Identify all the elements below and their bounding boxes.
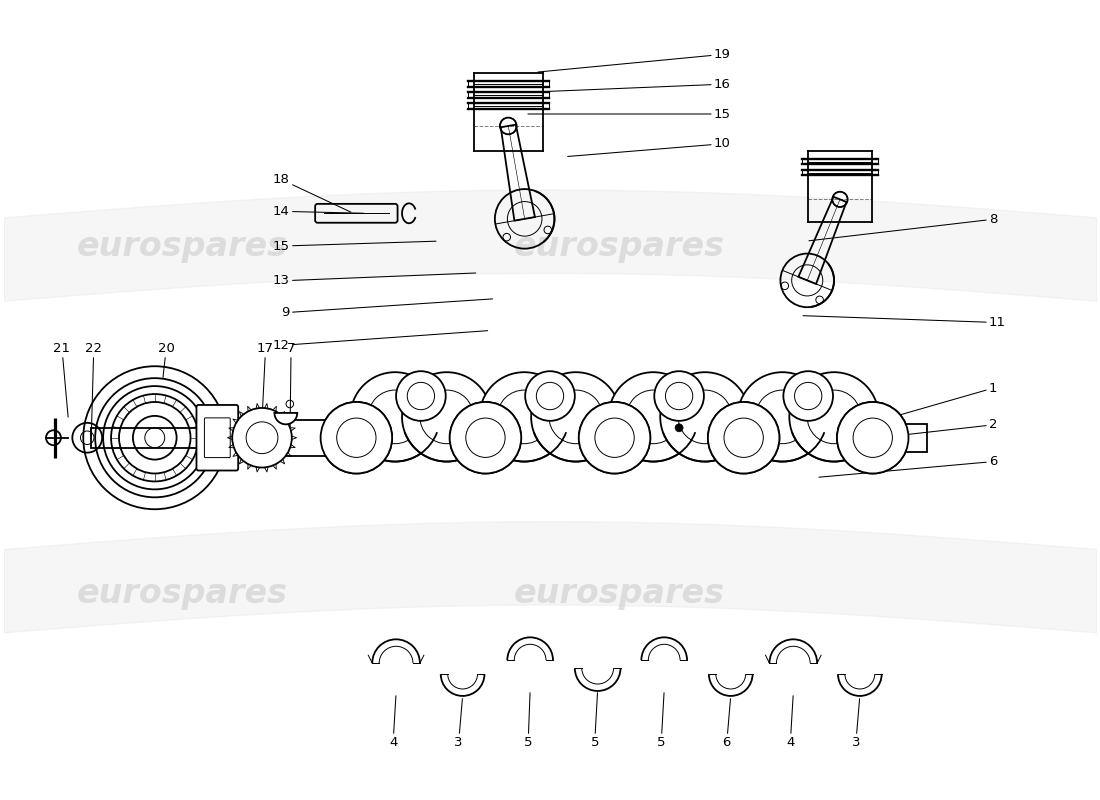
Text: eurospares: eurospares (514, 230, 725, 262)
FancyBboxPatch shape (91, 428, 232, 448)
Text: 17: 17 (257, 342, 274, 417)
Text: 19: 19 (538, 48, 730, 72)
Text: 4: 4 (389, 696, 397, 749)
Text: 3: 3 (454, 698, 463, 749)
Circle shape (579, 402, 650, 474)
Wedge shape (274, 413, 297, 424)
Text: eurospares: eurospares (514, 577, 725, 610)
Text: eurospares: eurospares (77, 230, 288, 262)
Circle shape (531, 372, 620, 462)
Circle shape (232, 408, 292, 467)
Text: 3: 3 (851, 698, 860, 749)
Text: 6: 6 (723, 698, 732, 749)
Text: 12: 12 (273, 330, 487, 352)
Text: 8: 8 (808, 213, 998, 241)
Circle shape (837, 402, 909, 474)
Text: 5: 5 (591, 693, 598, 749)
Circle shape (608, 372, 698, 462)
Circle shape (708, 402, 780, 474)
Circle shape (654, 371, 704, 421)
Text: 15: 15 (273, 239, 436, 253)
Text: 5: 5 (524, 693, 532, 749)
Circle shape (525, 371, 575, 421)
Circle shape (660, 372, 749, 462)
Text: 11: 11 (803, 316, 1005, 329)
Circle shape (579, 402, 650, 474)
Text: 18: 18 (273, 173, 351, 212)
Circle shape (450, 402, 521, 474)
Text: 13: 13 (273, 273, 475, 287)
Circle shape (320, 402, 392, 474)
Text: 7: 7 (287, 342, 295, 447)
Text: 10: 10 (568, 138, 730, 157)
Text: 15: 15 (528, 107, 730, 121)
Text: 16: 16 (532, 78, 730, 92)
Circle shape (351, 372, 440, 462)
Text: 22: 22 (86, 342, 102, 437)
Text: 2: 2 (846, 418, 998, 442)
Circle shape (837, 402, 909, 474)
Circle shape (708, 402, 780, 474)
Circle shape (396, 371, 446, 421)
Text: 21: 21 (54, 342, 70, 417)
Text: 20: 20 (157, 342, 175, 378)
Circle shape (402, 372, 492, 462)
FancyBboxPatch shape (872, 424, 927, 452)
Circle shape (738, 372, 827, 462)
FancyBboxPatch shape (232, 420, 356, 456)
Text: 6: 6 (818, 455, 998, 478)
Text: 1: 1 (886, 382, 998, 419)
Text: 5: 5 (657, 693, 665, 749)
Circle shape (675, 424, 683, 432)
FancyBboxPatch shape (197, 405, 239, 470)
Text: 4: 4 (786, 696, 794, 749)
Text: eurospares: eurospares (77, 577, 288, 610)
Text: 9: 9 (282, 299, 493, 319)
Text: 14: 14 (273, 205, 363, 218)
Circle shape (320, 402, 392, 474)
Circle shape (450, 402, 521, 474)
Circle shape (783, 371, 833, 421)
Circle shape (790, 372, 879, 462)
Circle shape (480, 372, 569, 462)
